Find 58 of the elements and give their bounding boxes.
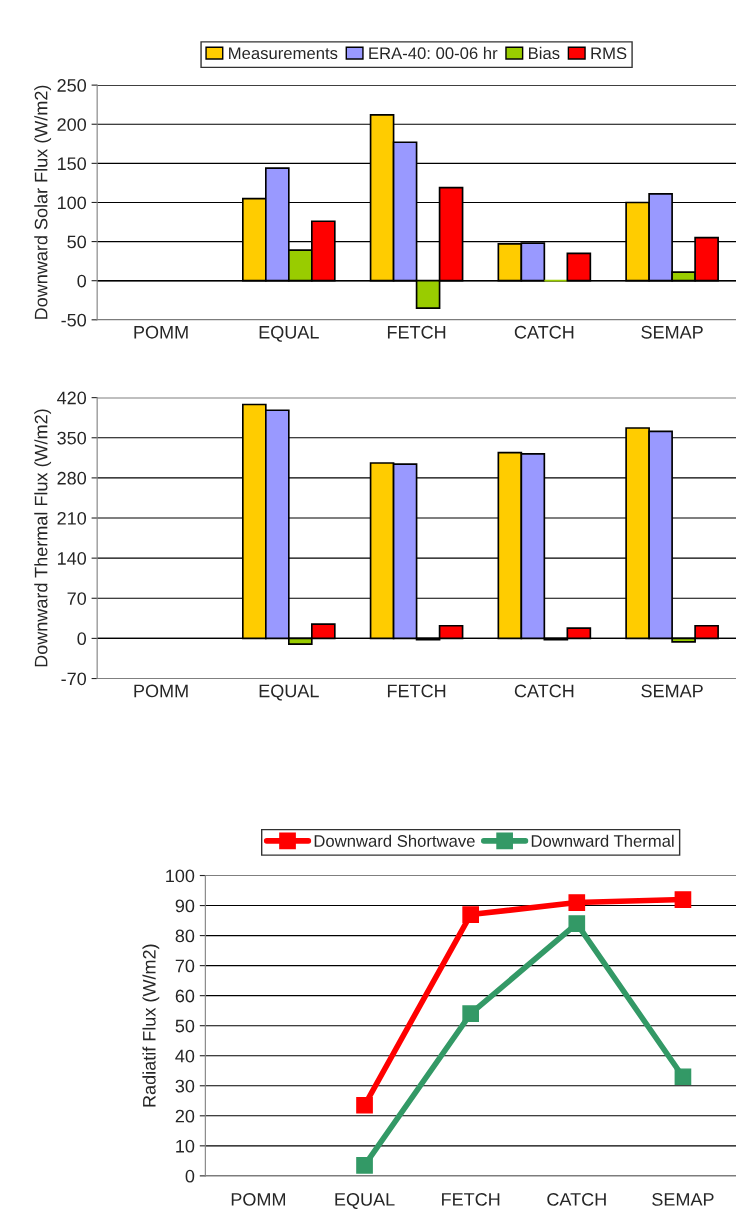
y-tick-label: 0 xyxy=(77,632,87,646)
y-axis-title: Downward Solar Flux (W/m2) xyxy=(34,85,52,319)
y-tick-label: 200 xyxy=(57,118,87,131)
x-tick-label: SEMAP xyxy=(641,684,703,698)
x-tick-label: EQUAL xyxy=(259,325,319,342)
x-tick-label: CATCH xyxy=(514,684,574,698)
y-tick-label: 100 xyxy=(166,869,195,883)
y-tick-label: 90 xyxy=(175,899,195,913)
point xyxy=(462,1005,480,1023)
y-axis-title: Downward Thermal Flux (W/m2) xyxy=(34,409,52,667)
point xyxy=(674,891,692,908)
x-tick-label: FETCH xyxy=(387,684,446,698)
point xyxy=(462,906,480,923)
legend-label: Downward Shortwave xyxy=(314,834,475,847)
point xyxy=(568,915,586,932)
point xyxy=(356,1096,373,1114)
y-tick-label: 50 xyxy=(67,235,87,249)
legend-label: Measurements xyxy=(229,47,338,60)
legend-label: ERA-40: 00-06 hr xyxy=(369,46,498,60)
x-tick-label: POMM xyxy=(134,325,188,339)
y-tick-label: 0 xyxy=(77,274,87,288)
x-tick-label: EQUAL xyxy=(259,684,319,701)
point xyxy=(568,894,586,911)
y-tick-label: 280 xyxy=(57,471,87,485)
x-tick-label: SEMAP xyxy=(652,1193,714,1206)
y-tick-label: 140 xyxy=(57,552,87,565)
x-tick-label: EQUAL xyxy=(335,1193,395,1210)
x-tick-label: POMM xyxy=(134,684,188,698)
y-tick-label: 150 xyxy=(57,157,87,171)
y-tick-label: 40 xyxy=(175,1049,195,1063)
x-tick-label: CATCH xyxy=(547,1193,606,1206)
y-tick-label: 100 xyxy=(57,196,87,210)
y-tick-label: 70 xyxy=(175,959,195,973)
y-tick-label: 30 xyxy=(175,1079,195,1093)
y-tick-label: 20 xyxy=(175,1109,195,1123)
y-axis-title: Radiatif Flux (W/m2) xyxy=(142,944,160,1107)
y-tick-label: 420 xyxy=(57,391,87,405)
x-tick-label: POMM xyxy=(231,1193,286,1206)
point xyxy=(356,1157,373,1174)
y-tick-label: 210 xyxy=(57,511,87,525)
legend-label: RMS xyxy=(591,47,627,60)
legend-label: Bias xyxy=(529,46,560,60)
y-tick-label: -50 xyxy=(61,313,87,327)
x-tick-label: SEMAP xyxy=(641,325,703,339)
x-tick-label: FETCH xyxy=(387,325,446,339)
legend-label: Downward Thermal xyxy=(531,834,674,847)
y-tick-label: 350 xyxy=(57,431,87,445)
y-tick-label: 60 xyxy=(175,989,195,1003)
y-tick-label: 70 xyxy=(67,592,87,605)
x-tick-label: FETCH xyxy=(442,1193,500,1206)
y-tick-label: 10 xyxy=(176,1139,195,1153)
y-tick-label: 50 xyxy=(175,1019,195,1033)
point xyxy=(674,1068,692,1086)
y-tick-label: 0 xyxy=(185,1169,195,1183)
y-tick-label: 80 xyxy=(175,929,195,943)
y-tick-label: -70 xyxy=(61,672,87,686)
y-tick-label: 250 xyxy=(57,79,87,92)
x-tick-label: CATCH xyxy=(514,325,574,339)
